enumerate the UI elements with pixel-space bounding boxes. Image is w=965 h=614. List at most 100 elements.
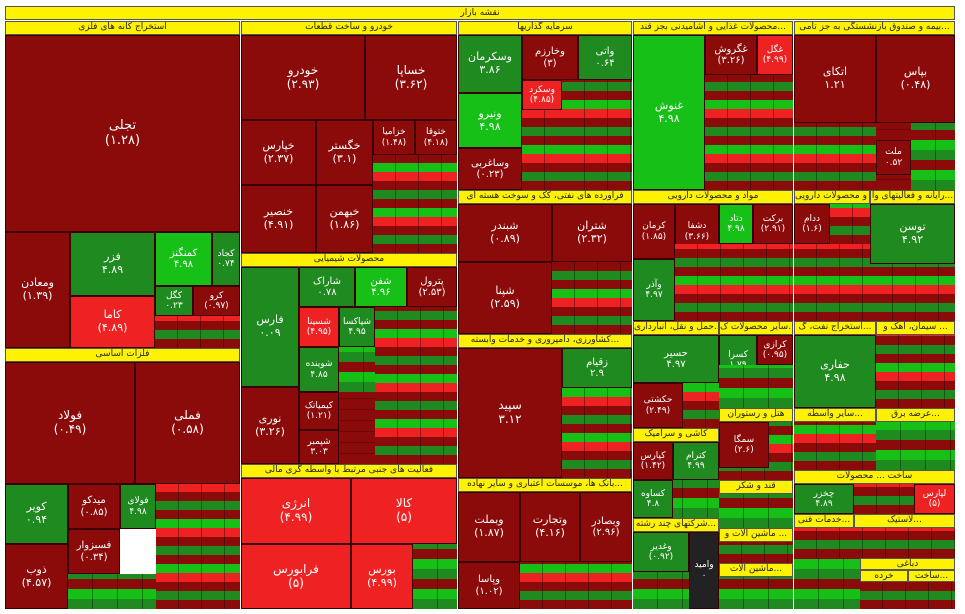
tile[interactable]: خزامیا (۱.۴۸) [373, 120, 415, 155]
sector-header[interactable]: کاشی و سرامیک [633, 428, 719, 442]
small-tiles-cluster[interactable] [633, 572, 689, 609]
tile[interactable]: شبندر (۰.۸۹) [458, 204, 552, 262]
tile[interactable]: میدکو (۰.۸۵) [68, 484, 120, 529]
tile[interactable]: سمگا (۲.۶) [719, 422, 769, 468]
sector-header[interactable]: هتل و رستوران [719, 408, 793, 422]
tile[interactable]: اتکای ۱.۲۱ [794, 35, 876, 123]
tile[interactable]: خگستر (۳.۱) [316, 120, 373, 185]
tile[interactable]: نوری (۳.۲۶) [241, 387, 299, 464]
small-tiles-cluster[interactable] [794, 123, 876, 190]
tile[interactable]: چخزر ۴.۸۹ [794, 484, 854, 514]
sector-header[interactable]: سرمایه گذاریها [458, 21, 632, 35]
tile[interactable]: حسیر ۴.۹۷ [633, 335, 719, 383]
tile[interactable]: ملت ۰.۵۲ [876, 140, 911, 175]
sector-header[interactable]: مواد و محصولات دارویی [633, 190, 793, 204]
small-tiles-cluster[interactable] [552, 262, 632, 334]
tile[interactable]: شاراک ۰.۷۸ [299, 267, 355, 307]
tile[interactable]: کاما (۴.۸۹) [70, 296, 155, 348]
sector-header[interactable]: قند و شکر [719, 480, 793, 494]
tile[interactable]: بورس (۴.۹۹) [351, 544, 413, 609]
tile[interactable]: لپارس (۵) [914, 484, 955, 514]
sector-header[interactable]: مواد و محصولات دارویی [794, 190, 870, 204]
tile[interactable]: شپمبر ۳.۰۳ [299, 430, 339, 464]
small-tiles-cluster[interactable] [339, 392, 375, 464]
tile[interactable]: غگل (۴.۹۹) [757, 35, 793, 75]
small-tiles-cluster[interactable] [769, 422, 793, 480]
tile[interactable]: وغدیر (۰.۹۲) [633, 532, 689, 572]
small-tiles-cluster[interactable] [794, 244, 870, 321]
tile[interactable]: شسینا (۴.۹۵) [299, 307, 339, 347]
small-tiles-cluster[interactable] [860, 582, 955, 609]
tile[interactable]: کجاد ۰.۷۴ [212, 232, 240, 286]
tile[interactable]: خساپا (۳.۶۲) [365, 35, 457, 120]
small-tiles-cluster[interactable] [562, 80, 632, 190]
small-tiles-cluster[interactable] [520, 562, 632, 609]
tile[interactable]: دتاد ۴.۹۸ [719, 204, 753, 244]
small-tiles-cluster[interactable] [854, 484, 914, 514]
small-tiles-cluster[interactable] [794, 422, 876, 470]
tile[interactable]: بپاس (۰.۴۸) [876, 35, 955, 123]
tile[interactable]: کساوه ۴.۸ [633, 480, 673, 518]
sector-header[interactable]: محصولات شیمیایی [241, 253, 457, 267]
tile[interactable]: کرمان (۱.۸۵) [633, 204, 675, 259]
tile[interactable]: کالا (۵) [351, 478, 457, 544]
tile[interactable]: وبملت (۱.۸۷) [458, 492, 520, 562]
sector-header[interactable]: خرده [860, 570, 908, 582]
sector-header[interactable]: ساخت ... محصولات [794, 470, 955, 484]
small-tiles-cluster[interactable] [719, 365, 793, 408]
tile[interactable]: وخارزم (۳) [522, 35, 578, 80]
sector-header[interactable]: سایر واسطه... [794, 408, 876, 422]
sector-header[interactable]: رایانه و فعالیتهای وا... [870, 190, 955, 204]
tile[interactable]: پترول (۲.۵۳) [407, 267, 457, 307]
tile[interactable]: فملی (۰.۵۸) [135, 362, 240, 484]
tile[interactable]: شفن ۴.۹۶ [355, 267, 407, 307]
sector-header[interactable]: فرآورده های نفتی، کک و سوخت هسته ای [458, 190, 632, 204]
tile[interactable]: تجلی (۱.۲۸) [5, 35, 240, 232]
tile[interactable]: وسکرمان ۳.۸۶ [458, 35, 522, 93]
tile[interactable]: ومعادن (۱.۳۹) [5, 232, 70, 348]
tile[interactable]: کگل ۰.۲۳ [155, 286, 193, 316]
tile[interactable]: سپید ۳.۱۲ [458, 348, 562, 478]
sector-header[interactable]: خودرو و ساخت قطعات [241, 21, 457, 35]
tile[interactable]: وامید ۰ [689, 532, 719, 609]
sector-header[interactable]: ساخت... [908, 570, 955, 582]
tile[interactable]: فسبزوار (۰.۳۴) [68, 529, 120, 574]
small-tiles-cluster[interactable] [683, 383, 719, 428]
tile[interactable]: وتجارت (۴.۱۶) [520, 492, 580, 562]
tile[interactable]: کرو (۰.۹۷) [193, 286, 240, 316]
tile[interactable]: توسن ۴.۹۲ [870, 204, 955, 264]
tile[interactable]: واتی ۰.۶۴ [578, 35, 632, 80]
small-tiles-cluster[interactable] [156, 484, 240, 609]
tile[interactable]: وبصادر (۲.۹۶) [580, 492, 632, 562]
tile[interactable]: کرازی (۰.۹۵) [757, 335, 793, 365]
small-tiles-cluster[interactable] [68, 574, 156, 609]
tile[interactable]: وسکرد (۴.۸۵) [522, 80, 562, 110]
small-tiles-cluster[interactable] [522, 110, 562, 190]
sector-header[interactable]: محصولات غذایی و آشامیدنی بجز قند... [633, 21, 793, 35]
sector-header[interactable]: استخراج نفت، گ... [794, 321, 876, 335]
tile[interactable]: فرابورس (۵) [241, 544, 351, 609]
sector-header[interactable]: دباغی [860, 558, 955, 570]
tile[interactable]: غنوش ۴.۹۸ [633, 35, 705, 190]
sector-header[interactable]: حمل و نقل، انبارداری... [633, 321, 719, 335]
small-tiles-cluster[interactable] [675, 244, 793, 321]
tile[interactable]: کمنگنز ۴.۹۸ [155, 232, 212, 286]
tile[interactable]: کپارس (۱.۴۲) [633, 442, 673, 480]
sector-header[interactable]: خدمات فنی... [794, 514, 854, 528]
small-tiles-cluster[interactable] [413, 544, 457, 609]
tile[interactable]: فولاد (۰.۴۹) [5, 362, 135, 484]
sector-header[interactable]: ماشین آلات و ... [719, 528, 793, 542]
small-tiles-cluster[interactable] [155, 316, 240, 348]
tile[interactable]: خپارس (۲.۳۷) [241, 120, 316, 185]
tile[interactable]: شپنا (۲.۵۹) [458, 262, 552, 334]
small-tiles-cluster[interactable] [719, 577, 793, 609]
sector-header[interactable]: عرضه برق... [876, 408, 955, 422]
tile[interactable]: ددام (۱.۶) [794, 204, 830, 244]
tile[interactable]: ذوب (۴.۵۷) [5, 544, 68, 609]
tile[interactable]: غگروش (۳.۲۶) [705, 35, 757, 75]
small-tiles-cluster[interactable] [870, 264, 955, 321]
small-tiles-cluster[interactable] [876, 123, 911, 140]
sector-header[interactable]: بیمه و صندوق بازنشستگی به جز تامی... [794, 21, 955, 35]
sector-header[interactable]: ماشین آلات... [719, 563, 793, 577]
tile[interactable]: کویر ۰.۹۴ [5, 484, 68, 544]
